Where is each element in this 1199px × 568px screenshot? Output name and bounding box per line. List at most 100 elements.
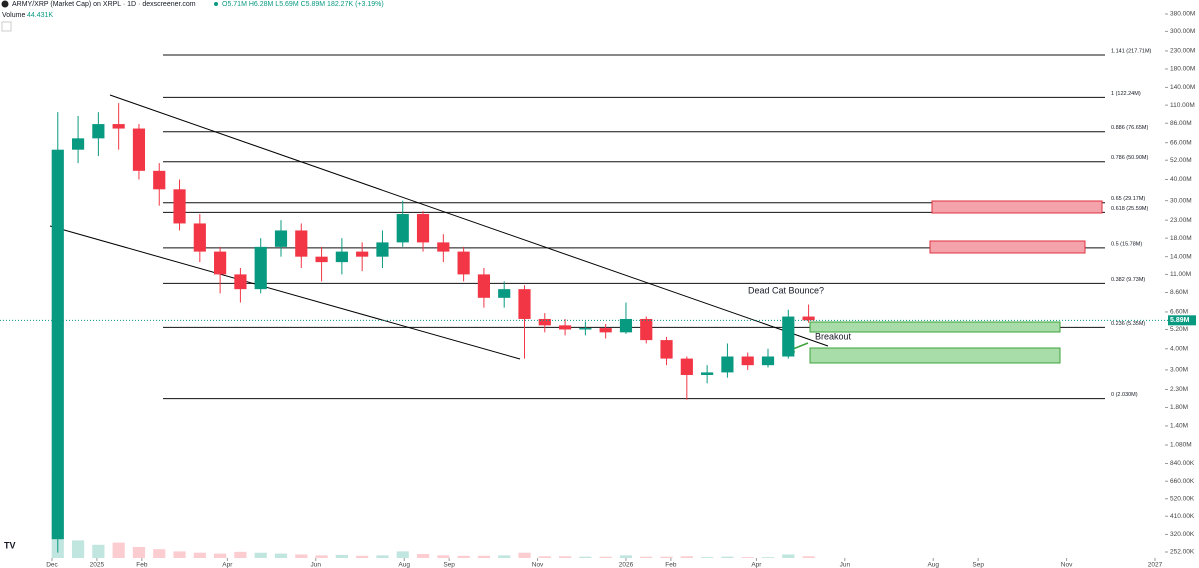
y-tick-label: 380.00M [1170,11,1195,18]
volume-bar [416,554,430,558]
candle-body [51,149,64,540]
candle-body [416,214,430,243]
candle-body [457,251,470,275]
volume-bar [396,551,409,558]
support-zone [809,321,1061,333]
y-tick-label: 5.20M [1170,326,1188,333]
volume-bar [335,554,348,558]
y-tick-label: 11.00M [1170,271,1191,278]
volume-bar [538,556,551,558]
x-tick-label: Apr [222,562,233,568]
trend-line [109,94,829,347]
collapse-button[interactable] [1,21,12,32]
volume-bar [153,549,166,558]
candle-body [538,318,551,326]
candle-body [274,230,288,247]
y-tick-label: 23.00M [1170,217,1192,224]
last-price-tag [1168,315,1196,326]
candle-body [71,138,85,150]
volume-bar [356,555,369,558]
candle-body [660,340,673,359]
y-tick-label: 4.00M [1170,345,1188,352]
candle-body [376,242,389,257]
x-tick-label: 2025 [90,562,105,568]
y-tick-label: 66.00M [1170,139,1192,146]
resistance-zone [929,240,1086,254]
fib-label: 0.618 (25.59M) [1111,206,1148,212]
candle-body [782,316,795,357]
x-tick-label: 2026 [619,562,634,568]
candle-body [579,328,592,330]
candle-body [214,251,227,275]
y-tick-label: 14.00M [1170,253,1192,260]
y-tick-label: 3.00M [1170,367,1188,374]
volume-label: Volume [2,12,25,19]
y-tick-label: 1.80M [1170,404,1188,411]
y-tick-label: 30.00M [1170,197,1192,204]
volume-bar [193,552,206,558]
volume-bar [741,557,754,558]
volume-bar [619,555,633,558]
fib-label: 0.886 (76.65M) [1111,125,1148,131]
fib-label: 0.65 (29.17M) [1111,196,1145,202]
volume-bar [477,555,491,558]
candle-body [92,124,105,139]
volume-bar [234,551,247,558]
x-tick-label: Sep [972,562,984,568]
y-tick-label: 1.080M [1170,442,1192,449]
candle-body [396,214,409,243]
volume-bar [558,556,572,558]
y-tick-label: 40.00M [1170,176,1192,183]
candle-body [437,242,450,252]
candle-body [132,128,146,171]
volume-bar [802,556,815,558]
y-tick-label: 320.00K [1170,531,1195,538]
annotation: Dead Cat Bounce? [748,285,824,295]
trend-line [49,225,521,360]
support-zone [809,347,1061,364]
volume-bar [112,542,125,558]
y-tick-label: 110.00M [1170,102,1195,109]
x-tick-label: Sep [443,562,455,568]
volume-bar [599,556,612,558]
volume-bar [274,553,288,558]
y-tick-label: 660.00K [1170,478,1195,485]
volume-bar [132,547,146,558]
volume-bar [498,555,511,558]
fib-label: 0 (2.030M) [1111,392,1138,398]
fib-label: 1 (122.24M) [1111,91,1141,97]
volume-bar [92,544,105,558]
fib-label: 0.5 (15.78M) [1111,241,1142,247]
y-tick-label: 300.00M [1170,28,1195,35]
fib-label: 0.382 (9.73M) [1111,277,1145,283]
candle-body [498,289,511,298]
candle-body [680,358,693,375]
volume-bar [761,557,775,558]
fib-label: 1.141 (217.71M) [1111,48,1152,54]
candle-body [335,251,348,263]
y-tick-label: 18.00M [1170,235,1192,242]
candle-body [721,356,734,373]
x-tick-label: 2027 [1148,562,1163,568]
volume-bar [660,556,673,558]
volume-bar [254,552,267,558]
y-tick-label: 1.40M [1170,423,1188,430]
candle-body [701,372,714,375]
candle-body [254,246,267,290]
chart-title: ARMY/XRP (Market Cap) on XRPL · 1D · dex… [12,1,196,8]
candle-body [477,274,491,298]
candle-body [234,274,247,290]
y-tick-label: 6.60M [1170,309,1188,316]
y-tick-label: 8.60M [1170,289,1188,296]
volume-bar [295,554,308,558]
candle-body [193,223,206,252]
status-dot [214,2,218,6]
tv-logo: TV [4,540,16,550]
x-tick-label: Apr [751,562,762,568]
y-tick-label: 86.00M [1170,120,1192,127]
candle-body [558,325,572,330]
candle-body [315,256,328,263]
candle-body [599,328,612,333]
candle-body [356,251,369,257]
